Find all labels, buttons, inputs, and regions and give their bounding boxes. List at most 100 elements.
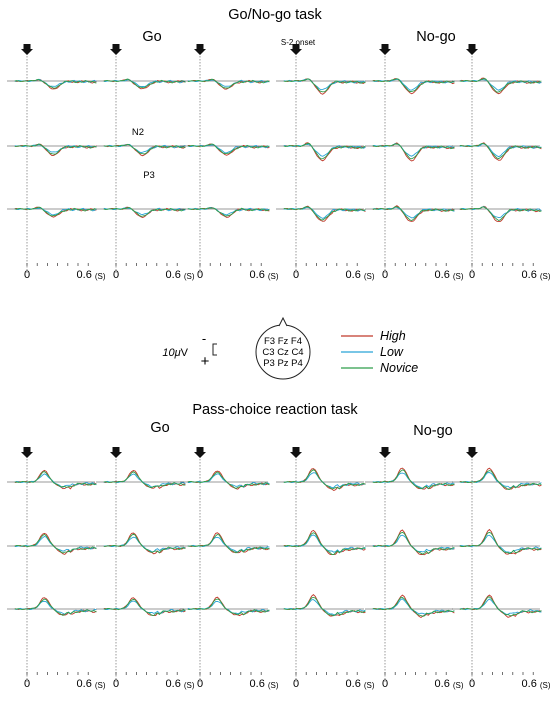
legend-label-low: Low xyxy=(380,345,404,359)
erp-trace-low-gonogo-c0-r2 xyxy=(14,207,97,216)
erp-trace-low-gonogo-c4-r1 xyxy=(372,143,455,157)
erp-trace-novice-gonogo-c1-r2 xyxy=(103,207,186,217)
scale-bar-label: 10μV xyxy=(162,347,188,359)
x-tick-label-end: 0.6 xyxy=(435,269,450,281)
legend: High Low Novice xyxy=(341,329,418,375)
erp-trace-novice-passchoice-c0-r0 xyxy=(14,470,97,488)
x-tick-label-0: 0 xyxy=(24,269,30,281)
erp-trace-novice-passchoice-c4-r1 xyxy=(372,531,455,555)
erp-trace-high-passchoice-c1-r0 xyxy=(103,470,186,489)
erp-trace-novice-gonogo-c5-r1 xyxy=(459,143,542,160)
condition-label-go-bottom: Go xyxy=(150,420,169,436)
erp-trace-novice-gonogo-c1-r1 xyxy=(103,143,186,155)
x-tick-unit: (S) xyxy=(184,272,195,281)
s2-onset-annotation: S-2 onset xyxy=(281,38,316,47)
x-tick-unit: (S) xyxy=(95,681,106,690)
x-tick-unit: (S) xyxy=(95,272,106,281)
scale-bar-minus: - xyxy=(202,331,206,346)
condition-label-nogo-bottom: No-go xyxy=(413,423,453,439)
x-tick-label-0: 0 xyxy=(469,678,475,690)
erp-trace-novice-passchoice-c5-r2 xyxy=(459,596,542,617)
x-tick-unit: (S) xyxy=(453,681,464,690)
erp-trace-novice-gonogo-c2-r0 xyxy=(187,78,270,89)
erp-trace-low-passchoice-c3-r2 xyxy=(283,599,366,616)
erp-trace-novice-gonogo-c4-r0 xyxy=(372,78,455,92)
onset-arrow-icon xyxy=(379,44,391,55)
erp-trace-novice-gonogo-c2-r2 xyxy=(187,207,270,217)
electrode-row-frontal: F3 Fz F4 xyxy=(264,336,302,347)
erp-trace-low-gonogo-c2-r2 xyxy=(187,207,270,216)
x-tick-label-0: 0 xyxy=(293,678,299,690)
erp-trace-novice-gonogo-c0-r0 xyxy=(14,79,97,89)
scale-bar-unit: V xyxy=(181,347,189,359)
erp-trace-novice-gonogo-c3-r2 xyxy=(283,206,366,221)
erp-trace-novice-gonogo-c3-r1 xyxy=(283,142,366,160)
x-tick-label-0: 0 xyxy=(469,269,475,281)
x-tick-unit: (S) xyxy=(453,272,464,281)
erp-trace-novice-passchoice-c0-r2 xyxy=(14,598,97,617)
x-tick-label-0: 0 xyxy=(197,269,203,281)
erp-trace-novice-passchoice-c5-r1 xyxy=(459,531,542,555)
erp-trace-low-gonogo-c2-r1 xyxy=(187,144,270,154)
electrode-row-parietal: P3 Pz P4 xyxy=(263,358,303,369)
x-tick-label-end: 0.6 xyxy=(77,678,92,690)
onset-arrow-icon xyxy=(290,44,302,55)
onset-arrow-icon xyxy=(21,44,33,55)
x-tick-unit: (S) xyxy=(540,681,550,690)
onset-arrow-icon xyxy=(290,447,302,458)
head-nose xyxy=(278,316,288,327)
scale-bar: 10μV - + xyxy=(162,331,217,370)
erp-trace-low-gonogo-c1-r0 xyxy=(103,79,186,88)
onset-arrow-icon xyxy=(110,447,122,458)
x-tick-unit: (S) xyxy=(540,272,550,281)
erp-trace-novice-passchoice-c1-r1 xyxy=(103,533,186,554)
erp-trace-novice-gonogo-c5-r0 xyxy=(459,78,542,93)
x-tick-label-0: 0 xyxy=(113,678,119,690)
erp-trace-novice-gonogo-c4-r2 xyxy=(372,206,455,221)
erp-trace-novice-gonogo-c0-r2 xyxy=(14,206,97,217)
x-tick-unit: (S) xyxy=(364,272,375,281)
x-tick-unit: (S) xyxy=(268,272,279,281)
electrode-head-map: F3 Fz F4 C3 Cz C4 P3 Pz P4 xyxy=(255,316,311,380)
onset-arrow-icon xyxy=(194,44,206,55)
x-tick-label-0: 0 xyxy=(24,678,30,690)
section-title-passchoice: Pass-choice reaction task xyxy=(192,402,358,418)
erp-trace-low-passchoice-c5-r1 xyxy=(459,534,542,553)
x-tick-label-0: 0 xyxy=(293,269,299,281)
erp-trace-novice-passchoice-c3-r0 xyxy=(283,469,366,490)
erp-trace-low-gonogo-c5-r2 xyxy=(459,206,542,218)
legend-label-high: High xyxy=(380,329,406,343)
x-tick-label-end: 0.6 xyxy=(522,678,537,690)
x-tick-label-end: 0.6 xyxy=(522,269,537,281)
legend-label-novice: Novice xyxy=(380,361,418,375)
scale-bar-bracket xyxy=(212,343,217,356)
x-tick-label-end: 0.6 xyxy=(346,269,361,281)
erp-trace-low-passchoice-c1-r0 xyxy=(103,473,186,488)
erp-trace-novice-passchoice-c3-r1 xyxy=(283,532,366,555)
x-tick-label-end: 0.6 xyxy=(166,678,181,690)
erp-trace-novice-passchoice-c2-r1 xyxy=(187,533,270,554)
scale-bar-value: 10 xyxy=(162,347,175,359)
erp-trace-novice-gonogo-c1-r0 xyxy=(103,78,186,89)
x-tick-label-0: 0 xyxy=(382,678,388,690)
x-tick-unit: (S) xyxy=(268,681,279,690)
erp-trace-novice-gonogo-c3-r0 xyxy=(283,78,366,93)
onset-arrow-icon xyxy=(379,447,391,458)
condition-label-nogo-top: No-go xyxy=(416,29,456,45)
onset-arrow-icon xyxy=(21,447,33,458)
erp-trace-novice-gonogo-c0-r1 xyxy=(14,143,97,155)
scale-bar-plus: + xyxy=(201,353,210,370)
erp-trace-novice-passchoice-c0-r1 xyxy=(14,533,97,554)
x-tick-label-0: 0 xyxy=(382,269,388,281)
onset-arrow-icon xyxy=(110,44,122,55)
erp-trace-novice-gonogo-c4-r1 xyxy=(372,143,455,160)
erp-trace-high-gonogo-c1-r1 xyxy=(103,144,186,157)
p3-annotation: P3 xyxy=(143,170,155,181)
erp-trace-novice-passchoice-c1-r0 xyxy=(103,471,186,488)
onset-arrow-icon xyxy=(466,447,478,458)
erp-trace-novice-gonogo-c2-r1 xyxy=(187,143,270,155)
x-tick-label-end: 0.6 xyxy=(166,269,181,281)
erp-trace-novice-passchoice-c1-r2 xyxy=(103,598,186,616)
erp-trace-novice-passchoice-c4-r2 xyxy=(372,597,455,617)
